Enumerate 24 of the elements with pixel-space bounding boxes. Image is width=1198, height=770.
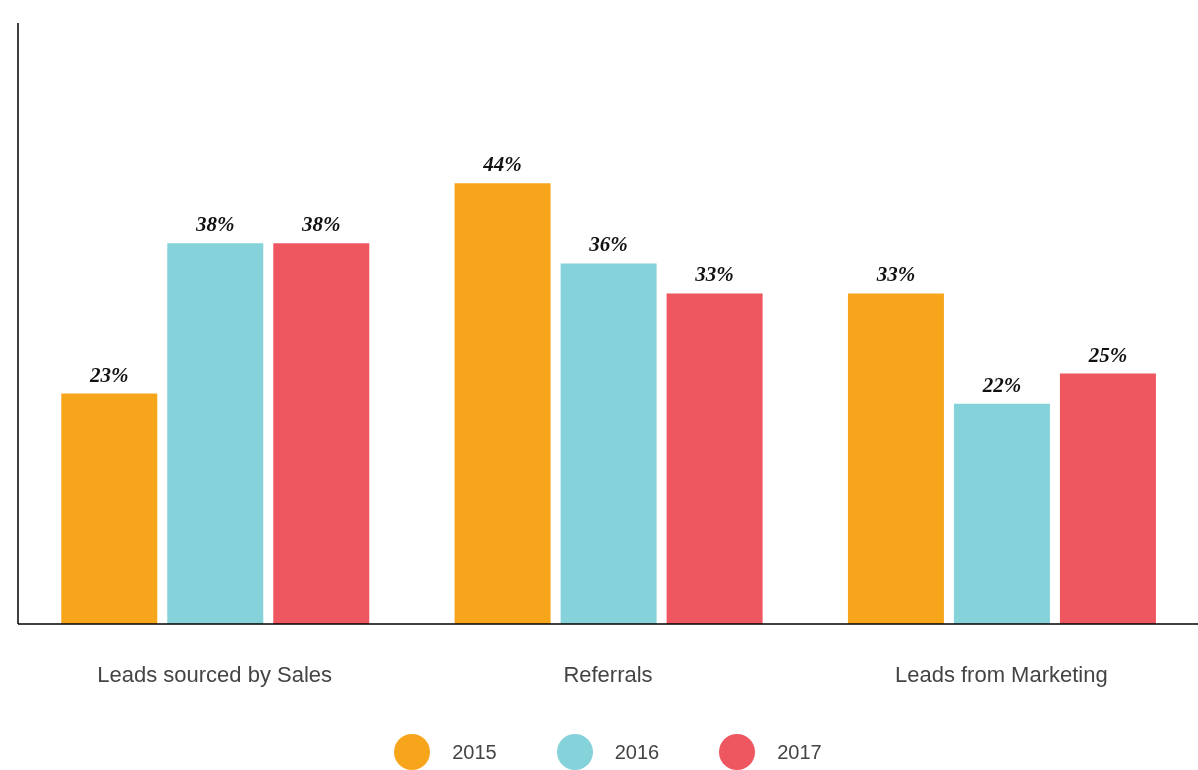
legend-label: 2016 (614, 740, 660, 764)
data-label: 25% (1087, 342, 1128, 367)
bar (560, 263, 657, 624)
x-tick-label: Leads sourced by Sales (97, 661, 333, 687)
bar (454, 183, 551, 624)
legend-label: 2017 (777, 740, 822, 764)
data-label: 44% (482, 152, 522, 177)
bar (953, 403, 1050, 624)
bar (666, 293, 763, 624)
bar (273, 243, 370, 624)
data-label: 38% (195, 212, 235, 237)
data-label: 22% (981, 372, 1022, 397)
data-label: 33% (875, 262, 916, 287)
data-label: 38% (301, 212, 341, 237)
data-label: 33% (694, 262, 734, 287)
legend-label: 2015 (452, 740, 497, 764)
x-tick-label: Referrals (563, 661, 653, 687)
x-tick-label: Leads from Marketing (894, 661, 1108, 687)
bar (847, 293, 944, 624)
bar (167, 243, 264, 624)
bar (61, 393, 158, 624)
data-label: 36% (588, 232, 628, 257)
bar (1059, 373, 1156, 624)
data-label: 23% (89, 362, 129, 387)
